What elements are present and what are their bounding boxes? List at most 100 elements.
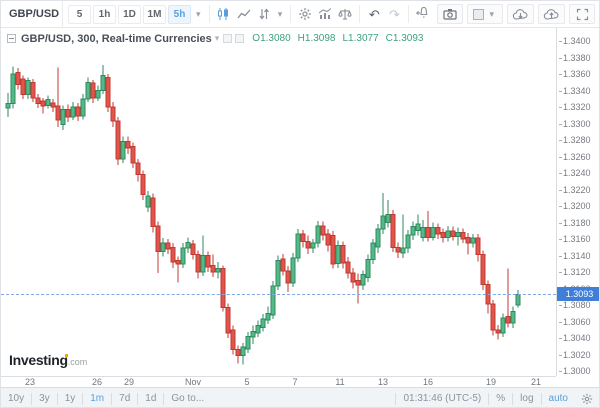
candle [120,136,126,164]
candle [85,77,91,103]
candle [300,229,306,248]
candlestick-chart[interactable]: GBP/USD, 300, Real-time Currencies ▾ O1.… [1,28,556,376]
save-chart-cloud-icon[interactable] [538,4,565,24]
interval-dropdown-caret[interactable]: ▾ [196,8,201,19]
high-value: H1.3098 [297,33,336,44]
range-button-10y[interactable]: 10y [1,392,33,405]
camera-snapshot-icon[interactable] [437,4,464,24]
candlestick-style-icon[interactable] [213,4,233,24]
candle [380,192,386,235]
candle [385,200,391,228]
compare-arrows-icon[interactable] [254,4,274,24]
range-button-1m[interactable]: 1m [83,392,113,405]
legend-symbol-title[interactable]: GBP/USD, 300, Real-time Currencies [21,32,212,45]
interval-button-1M[interactable]: 1M [143,4,166,24]
price-tick-label: 1.3040 [559,333,591,343]
time-axis-label: 21 [530,377,542,387]
toolbar-separator [290,5,292,23]
price-tick-label: 1.3220 [559,185,591,195]
gear-icon[interactable] [295,4,315,24]
candle [370,239,376,264]
candle [475,234,481,262]
candle [490,300,496,336]
line-style-icon[interactable] [233,4,253,24]
load-chart-cloud-icon[interactable] [507,4,534,24]
candle [430,222,436,241]
auto-scale-button[interactable]: auto [548,392,568,404]
candle [30,79,36,103]
goto-button[interactable]: Go to... [171,392,205,404]
candle [220,265,226,312]
investing-logo[interactable]: Investing.com [9,352,88,368]
candle [205,251,211,272]
candle [260,314,266,332]
candle [125,136,131,154]
candle [190,239,196,260]
price-tick-label: 1.3240 [559,168,591,178]
candle [245,332,251,353]
symbol-button[interactable]: GBP/USD [1,1,63,28]
candle [330,230,336,269]
redo-icon[interactable]: ↷ [388,6,400,22]
close-value: C1.3093 [385,33,424,44]
legend-dropdown-caret[interactable]: ▾ [214,33,220,43]
price-tick-label: 1.3380 [559,53,591,63]
clock-label[interactable]: 01:31:46 (UTC-5) [395,392,490,405]
candle [295,229,301,263]
price-tick-label: 1.3260 [559,152,591,162]
price-tick-label: 1.3320 [559,102,591,112]
log-scale-button[interactable]: log [513,392,542,405]
legend-collapse-icon[interactable] [7,34,16,43]
layout-dropdown-caret[interactable]: ▾ [489,8,494,19]
candle [80,93,86,120]
indicators-icon[interactable] [315,4,335,24]
range-button-group: 10y 3y 1y 1m 7d 1d [1,392,165,405]
time-axis-label: 19 [485,377,497,387]
candle [485,280,491,314]
percent-scale-button[interactable]: % [489,392,514,405]
interval-button-5h[interactable]: 5h [168,4,191,24]
candle [265,306,271,324]
price-tick-label: 1.3120 [559,267,591,277]
candle [435,223,441,239]
candle [90,79,96,103]
compare-scales-icon[interactable] [335,4,355,24]
candle [305,235,311,254]
price-tick-label: 1.3420 [559,28,591,30]
price-axis[interactable]: 1.3093 1.3000 1.3020 1.3040 1.3060 1.3080 1.3… [556,28,599,376]
candle [55,67,61,127]
chart-layout-icon[interactable]: ▾ [467,4,503,24]
undo-icon[interactable]: ↶ [368,6,380,22]
time-axis[interactable]: 23 26 29 Nov 5 7 11 13 16 19 21 [1,376,556,387]
candle [460,228,466,244]
candle [100,64,106,94]
logo-orange-dot [65,354,68,357]
candle [400,214,406,258]
candle [440,228,446,243]
price-tick-label: 1.3060 [559,317,591,327]
footer-gear-icon[interactable] [575,393,599,405]
interval-button-1D[interactable]: 1D [118,4,141,24]
add-alert-bell-icon[interactable] [413,4,433,24]
price-tick-label: 1.3160 [559,234,591,244]
range-button-1d[interactable]: 1d [138,392,165,405]
price-tick-label: 1.3180 [559,218,591,228]
fullscreen-icon[interactable] [569,4,595,24]
candle [355,273,361,304]
candle [285,266,291,292]
price-tick-label: 1.3280 [559,135,591,145]
style-dropdown-caret[interactable]: ▾ [277,8,283,19]
price-tick-label: 1.3400 [559,36,591,46]
interval-button-1h[interactable]: 1h [93,4,116,24]
range-button-7d[interactable]: 7d [112,392,139,405]
time-axis-label: 5 [244,377,250,387]
legend-quick-icon-1[interactable] [223,34,233,43]
time-axis-label: 23 [24,377,36,387]
candle [180,243,186,268]
interval-button-5[interactable]: 5 [68,4,91,24]
candle [375,224,381,253]
legend-quick-icon-2[interactable] [235,34,245,43]
range-button-3y[interactable]: 3y [32,392,58,405]
range-button-1y[interactable]: 1y [58,392,84,405]
